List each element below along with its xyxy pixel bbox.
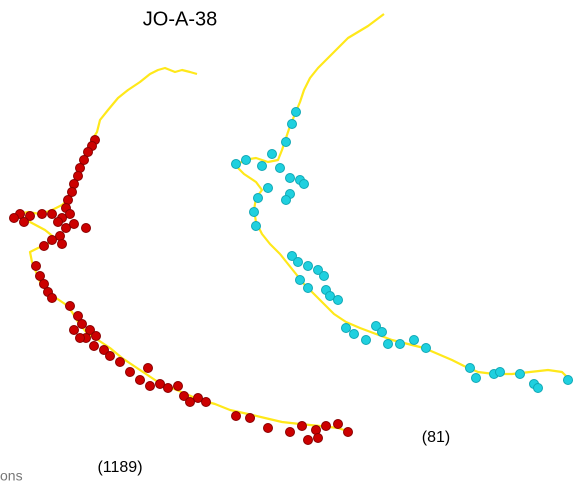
footnote: ons	[0, 468, 23, 483]
cyan-dot	[472, 374, 481, 383]
cyan-dot	[304, 262, 313, 271]
red-dot	[264, 424, 273, 433]
red-dot	[48, 210, 57, 219]
red-dot	[144, 364, 153, 373]
cyan-dot	[396, 340, 405, 349]
cyan-dot	[258, 162, 267, 171]
cyan-dot	[342, 324, 351, 333]
red-dot	[322, 422, 331, 431]
figure-title: JO-A-38	[143, 8, 217, 30]
cyan-dot	[250, 208, 259, 217]
cyan-dot	[292, 108, 301, 117]
cyan-dot	[410, 336, 419, 345]
red-dot	[76, 334, 85, 343]
cyan-dot	[320, 272, 329, 281]
red-dot	[66, 302, 75, 311]
red-dot	[78, 320, 87, 329]
cyan-dot	[362, 336, 371, 345]
red-dot	[202, 398, 211, 407]
red-dot	[82, 224, 91, 233]
cyan-dot	[264, 184, 273, 193]
red-dot	[286, 428, 295, 437]
cyan-dot	[466, 364, 475, 373]
count-label-right: (81)	[422, 429, 450, 446]
red-dot	[92, 332, 101, 341]
red-dot	[20, 218, 29, 227]
red-dot	[246, 414, 255, 423]
red-dot	[90, 342, 99, 351]
red-dot	[344, 428, 353, 437]
cyan-dot	[232, 160, 241, 169]
red-dot	[146, 382, 155, 391]
red-dot	[70, 326, 79, 335]
cyan-dot	[350, 330, 359, 339]
page: JO-A-38 (1189) (81) ons (() => { const d…	[0, 0, 577, 483]
cyan-dot	[304, 284, 313, 293]
cyan-dot	[276, 164, 285, 173]
cyan-dot	[496, 368, 505, 377]
red-dot	[126, 368, 135, 377]
red-dot	[70, 220, 79, 229]
cyan-dot	[242, 156, 251, 165]
cyan-dot	[384, 340, 393, 349]
red-dot	[136, 376, 145, 385]
red-dot	[334, 420, 343, 429]
cyan-dot	[534, 384, 543, 393]
cyan-dot	[564, 376, 573, 385]
dots	[10, 108, 573, 445]
red-dot	[304, 436, 313, 445]
cyan-dot	[268, 150, 277, 159]
figure: JO-A-38 (1189) (81) ons	[0, 0, 577, 483]
cyan-dot	[294, 258, 303, 267]
red-dot	[164, 384, 173, 393]
red-dot	[10, 214, 19, 223]
cyan-dot	[288, 120, 297, 129]
red-dot	[40, 242, 49, 251]
cyan-dot	[282, 138, 291, 147]
red-dot	[298, 422, 307, 431]
cyan-dot	[296, 276, 305, 285]
count-label-left: (1189)	[97, 459, 142, 476]
red-dot	[232, 412, 241, 421]
red-dot	[174, 382, 183, 391]
red-dot	[54, 218, 63, 227]
cyan-dot	[252, 222, 261, 231]
cyan-dot	[300, 180, 309, 189]
cyan-dot	[334, 296, 343, 305]
red-dot	[116, 358, 125, 367]
red-dot	[48, 236, 57, 245]
cyan-dot	[378, 328, 387, 337]
cyan-dot	[286, 174, 295, 183]
red-dot	[32, 262, 41, 271]
cyan-dot	[516, 370, 525, 379]
trace-left	[18, 68, 350, 432]
cyan-dot	[254, 194, 263, 203]
red-dot	[106, 352, 115, 361]
cyan-dot	[282, 196, 291, 205]
cyan-dot	[422, 344, 431, 353]
red-dot	[38, 210, 47, 219]
red-dot	[314, 434, 323, 443]
red-dot	[48, 294, 57, 303]
red-dot	[58, 240, 67, 249]
